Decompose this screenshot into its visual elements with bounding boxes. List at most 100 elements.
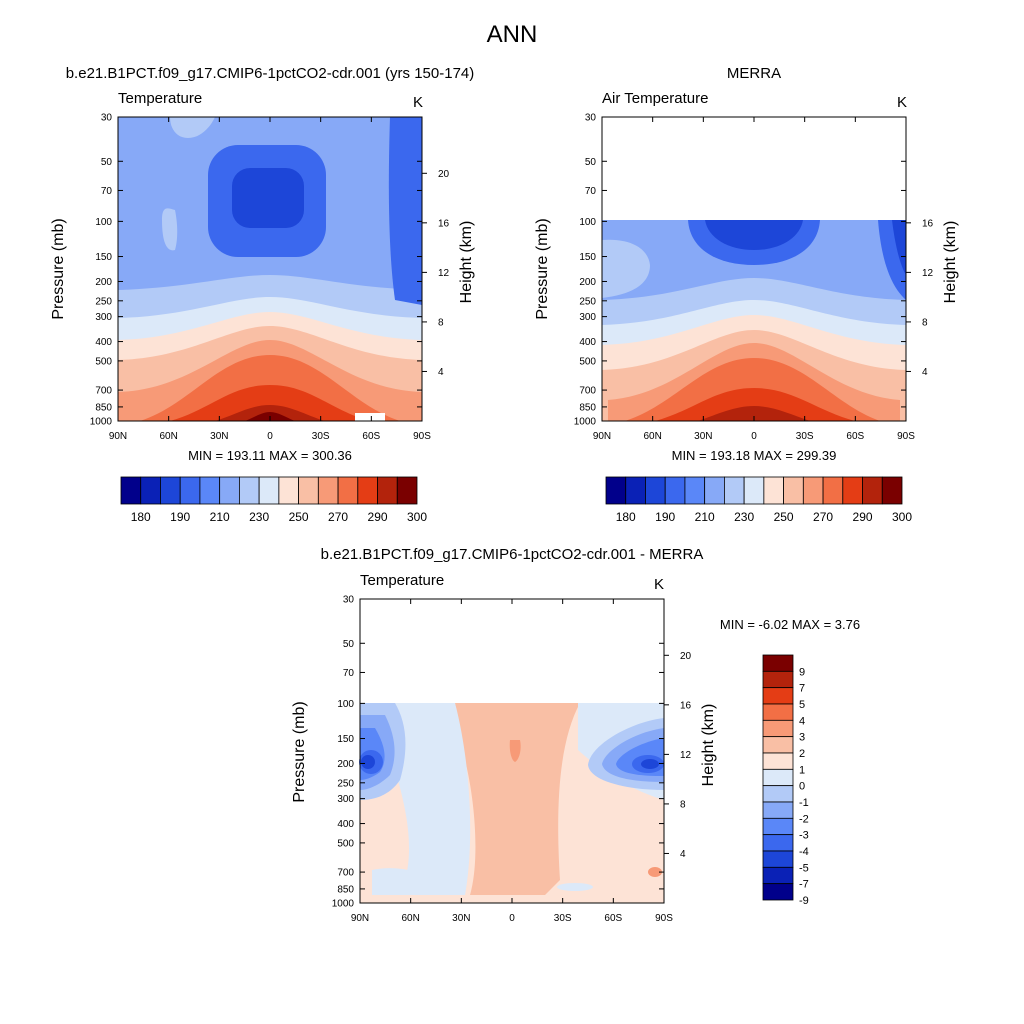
- model-ytick-label: 30: [101, 113, 113, 124]
- diff-ytick-label: 100: [337, 699, 354, 710]
- obs-colorbar-swatch: [862, 476, 883, 505]
- diff-colorbar-label: -1: [799, 797, 809, 809]
- obs-ytick-label: 200: [579, 277, 596, 288]
- obs-colorbar-label: 290: [853, 510, 873, 524]
- obs-case-title: MERRA: [727, 65, 781, 82]
- model-xtick-label: 60N: [159, 431, 177, 442]
- model-ytick-label: 400: [95, 337, 112, 348]
- model-colorbar-swatch: [377, 476, 398, 505]
- diff-units: K: [654, 576, 664, 593]
- model-colorbar-label: 290: [368, 510, 388, 524]
- model-colorbar-label: 210: [210, 510, 230, 524]
- diff-height-tick-label: 12: [680, 750, 692, 761]
- model-xtick-label: 30N: [210, 431, 228, 442]
- obs-ytick-label: 250: [579, 296, 596, 307]
- diff-ytick-label: 70: [343, 668, 355, 679]
- obs-stats: MIN = 193.18 MAX = 299.39: [672, 448, 837, 463]
- diff-cool-left-lower: [372, 868, 445, 895]
- model-colorbar-swatch: [258, 476, 280, 505]
- diff-xtick-label: 90N: [351, 913, 369, 924]
- model-ytick-label: 150: [95, 252, 112, 263]
- model-band-290: [170, 385, 370, 421]
- figure-title: ANN: [487, 21, 538, 48]
- obs-colorbar-label: 230: [734, 510, 754, 524]
- obs-colorbar-swatch: [783, 476, 804, 505]
- panel-obs: MERRA Air Temperature K 30 50 70 100 150 200 2…: [534, 65, 959, 524]
- model-ytick-label: 200: [95, 277, 112, 288]
- obs-missing-mask: [602, 117, 906, 220]
- diff-colorbar-swatch: [762, 687, 794, 705]
- diff-cool-spot: [557, 883, 593, 891]
- model-colorbar-label: 190: [170, 510, 190, 524]
- obs-band-295: [698, 406, 810, 421]
- diff-xtick-label: 0: [509, 913, 515, 924]
- diff-ylabel: Pressure (mb): [291, 701, 308, 802]
- obs-ytick-label: 100: [579, 217, 596, 228]
- obs-colorbar-swatch: [842, 476, 863, 505]
- model-xtick-label: 30S: [312, 431, 330, 442]
- obs-colorbar-label: 250: [774, 510, 794, 524]
- model-cold-tropopause-inner: [232, 168, 304, 228]
- obs-ytick-label: 50: [585, 157, 597, 168]
- obs-colorbar-label: 300: [892, 510, 912, 524]
- diff-colorbar-label: -9: [799, 895, 809, 907]
- model-ytick-label: 250: [95, 296, 112, 307]
- diff-colorbar-swatch: [762, 850, 794, 868]
- diff-height-tick-label: 20: [680, 651, 692, 662]
- diff-colorbar-label: 7: [799, 683, 805, 695]
- diff-colorbar-swatch: [762, 768, 794, 787]
- diff-colorbar-label: 4: [799, 715, 805, 727]
- model-colorbar-swatch: [238, 476, 260, 505]
- obs-ytick-label: 150: [579, 252, 596, 263]
- model-colorbar-swatch: [199, 476, 221, 505]
- diff-colorbar: 9 7 5 4 3 2 1 0 -1 -2 -3 -4 -5 -7 -9: [762, 654, 809, 907]
- diff-colorbar-label: -4: [799, 846, 809, 858]
- obs-colorbar-swatch: [645, 476, 666, 505]
- diff-colorbar-swatch: [762, 817, 794, 836]
- model-colorbar-swatch: [179, 476, 201, 505]
- obs-ytick-label: 300: [579, 312, 596, 323]
- diff-ytick-label: 300: [337, 794, 354, 805]
- obs-xtick-label: 90S: [897, 431, 915, 442]
- obs-colorbar-label: 190: [655, 510, 675, 524]
- diff-xtick-label: 30N: [452, 913, 470, 924]
- diff-colorbar-swatch: [762, 785, 794, 803]
- model-warm-lobe-side: [162, 208, 178, 251]
- obs-colorbar-swatch: [625, 476, 646, 505]
- model-colorbar-swatch: [140, 476, 161, 505]
- diff-xtick-label: 60N: [401, 913, 419, 924]
- obs-units: K: [897, 94, 907, 111]
- diff-case-title: b.e21.B1PCT.f09_g17.CMIP6-1pctCO2-cdr.00…: [321, 546, 704, 563]
- model-xtick-label: 90S: [413, 431, 431, 442]
- model-right-label: Height (km): [458, 221, 475, 304]
- diff-colorbar-swatch: [762, 703, 794, 721]
- model-ytick-label: 300: [95, 312, 112, 323]
- diff-colorbar-swatch: [762, 883, 794, 901]
- obs-colorbar-swatch: [802, 476, 824, 505]
- model-colorbar-label: 270: [328, 510, 348, 524]
- obs-plot-field: [601, 116, 907, 422]
- model-ylabel: Pressure (mb): [50, 218, 67, 319]
- model-colorbar-swatch: [298, 476, 319, 505]
- model-xtick-label: 60S: [362, 431, 380, 442]
- diff-ytick-label: 30: [343, 595, 355, 606]
- diff-ytick-label: 500: [337, 838, 354, 849]
- model-ytick-label: 100: [95, 217, 112, 228]
- panel-model: b.e21.B1PCT.f09_g17.CMIP6-1pctCO2-cdr.00…: [50, 65, 475, 524]
- obs-band-290: [655, 388, 855, 421]
- model-colorbar-swatch: [317, 476, 339, 505]
- diff-spot-upper: [509, 740, 521, 762]
- obs-warm-lobe: [602, 239, 650, 298]
- obs-ytick-label: 850: [579, 402, 596, 413]
- diff-colorbar-swatch: [762, 670, 794, 689]
- obs-colorbar-swatch: [763, 476, 784, 505]
- diff-stats: MIN = -6.02 MAX = 3.76: [720, 617, 860, 632]
- model-ytick-label: 500: [95, 356, 112, 367]
- model-colorbar-swatch: [357, 476, 378, 505]
- diff-colorbar-swatch: [762, 752, 794, 770]
- obs-axes: 30 50 70 100 150 200 250 300 400 500 700 850 1000 90N…: [574, 113, 934, 443]
- model-colorbar-label: 250: [289, 510, 309, 524]
- diff-warm-core: [455, 703, 580, 895]
- panel-diff: b.e21.B1PCT.f09_g17.CMIP6-1pctCO2-cdr.00…: [291, 546, 860, 924]
- model-xtick-label: 0: [267, 431, 273, 442]
